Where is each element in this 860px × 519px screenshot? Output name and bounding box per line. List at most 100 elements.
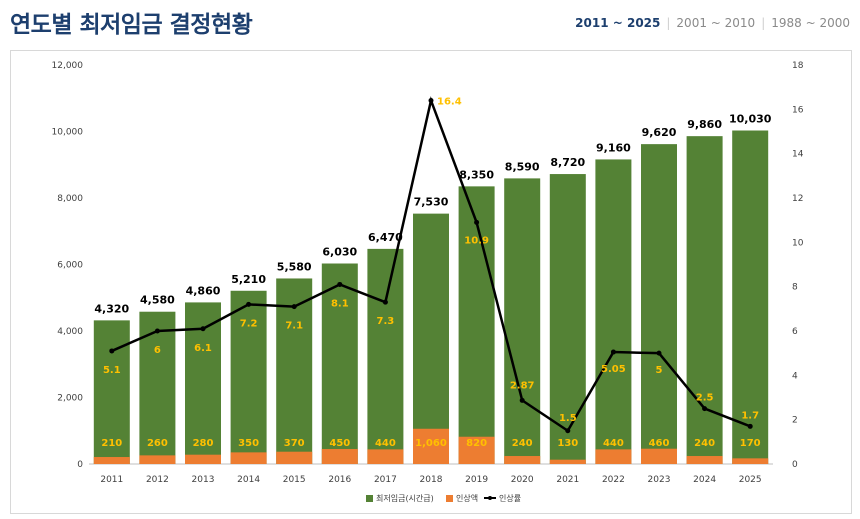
- increase-bar: [93, 457, 130, 464]
- increase-data-label: 240: [694, 438, 715, 449]
- y-left-tick-label: 8,000: [57, 194, 83, 204]
- wage-data-label: 4,860: [186, 284, 221, 297]
- increase-bar: [595, 449, 632, 464]
- x-tick-label: 2014: [237, 475, 260, 485]
- increase-bar: [549, 459, 586, 464]
- rate-point: [109, 348, 115, 354]
- wage-data-label: 7,530: [414, 196, 449, 209]
- wage-data-label: 6,470: [368, 231, 403, 244]
- rate-data-label: 6.1: [194, 343, 212, 354]
- increase-bar: [686, 456, 723, 464]
- rate-point: [702, 406, 708, 412]
- increase-data-label: 460: [649, 438, 670, 449]
- increase-bar: [413, 428, 449, 464]
- wage-bar: [549, 174, 586, 464]
- min-wage-chart: 0 2,000 4,000 6,000 8,000 10,000 12,000 0 2 4 6 8 10…: [52, 61, 804, 503]
- increase-data-label: 820: [466, 438, 487, 449]
- increase-data-label: 240: [512, 438, 533, 449]
- wage-data-label: 5,210: [231, 273, 266, 286]
- increase-data-label: 440: [375, 438, 396, 449]
- rate-data-label: 5.05: [601, 364, 626, 375]
- y-right-tick-label: 6: [792, 327, 798, 337]
- rate-point: [565, 428, 571, 434]
- tab-2001-2010[interactable]: 2001 ~ 2010: [676, 16, 756, 30]
- rate-point: [154, 328, 160, 334]
- increase-bar: [139, 455, 176, 464]
- y-right-tick-label: 2: [792, 416, 798, 426]
- increase-bar: [504, 456, 541, 464]
- rate-data-label: 5: [656, 365, 663, 376]
- legend-swatch-increase: [446, 495, 453, 502]
- y-right-tick-label: 10: [792, 238, 804, 248]
- y-right-tick-label: 14: [792, 150, 804, 160]
- rate-point: [428, 97, 434, 103]
- increase-data-label: 260: [147, 438, 168, 449]
- rate-point: [519, 397, 525, 403]
- increase-data-label: 450: [329, 438, 350, 449]
- legend-swatch-rate-point: [488, 496, 492, 500]
- y-right-tick-label: 0: [792, 460, 798, 470]
- x-tick-label: 2022: [602, 475, 625, 485]
- rate-data-label: 1.7: [741, 410, 759, 421]
- wage-bar: [504, 178, 541, 464]
- increase-data-label: 440: [603, 438, 624, 449]
- wage-bar: [595, 159, 632, 464]
- x-tick-label: 2018: [420, 475, 443, 485]
- increase-bar: [732, 458, 769, 464]
- y-right-tick-label: 12: [792, 194, 803, 204]
- wage-data-label: 8,350: [459, 168, 494, 181]
- wage-data-label: 9,620: [642, 126, 677, 139]
- rate-data-label: 8.1: [331, 298, 349, 309]
- increase-data-label: 1,060: [415, 438, 447, 449]
- wage-data-label: 4,580: [140, 294, 175, 307]
- increase-data-label: 170: [740, 438, 761, 449]
- x-tick-label: 2015: [283, 475, 306, 485]
- tab-separator: |: [666, 16, 671, 30]
- y-right-tick-label: 16: [792, 105, 804, 115]
- wage-bar: [732, 130, 769, 464]
- tab-1988-2000[interactable]: 1988 ~ 2000: [771, 16, 850, 30]
- x-tick-label: 2025: [739, 475, 762, 485]
- rate-point: [337, 281, 343, 287]
- wage-data-label: 9,160: [596, 141, 631, 154]
- rate-point: [474, 219, 480, 225]
- wage-data-label: 9,860: [687, 118, 722, 131]
- increase-bar: [321, 449, 358, 464]
- period-tabs: 2011 ~ 2025 | 2001 ~ 2010 | 1988 ~ 2000: [575, 16, 850, 30]
- increase-bar: [367, 449, 404, 464]
- wage-bar: [93, 320, 130, 464]
- rate-data-label: 16.4: [437, 96, 462, 107]
- wage-data-label: 6,030: [322, 246, 357, 259]
- x-tick-label: 2013: [192, 475, 215, 485]
- tab-separator: |: [761, 16, 766, 30]
- rate-data-label: 2.87: [510, 380, 535, 391]
- rate-point: [656, 350, 662, 356]
- wage-bar: [641, 144, 677, 464]
- legend-label-increase: 인상액: [456, 493, 478, 503]
- wage-bar: [276, 278, 313, 464]
- y-right-tick-label: 4: [792, 371, 798, 381]
- rate-data-label: 10.9: [464, 235, 489, 246]
- increase-data-label: 210: [101, 438, 122, 449]
- x-tick-label: 2023: [648, 475, 671, 485]
- x-tick-label: 2012: [146, 475, 169, 485]
- wage-bar: [230, 290, 267, 464]
- x-tick-label: 2016: [328, 475, 351, 485]
- increase-bar: [230, 452, 267, 464]
- rate-point: [291, 304, 297, 310]
- wage-data-label: 10,030: [729, 113, 772, 126]
- wage-data-label: 8,590: [505, 160, 540, 173]
- wage-bar: [458, 186, 495, 465]
- increase-bar: [458, 436, 495, 464]
- chart-frame: 0 2,000 4,000 6,000 8,000 10,000 12,000 0 2 4 6 8 10…: [10, 50, 852, 514]
- y-left-tick-label: 12,000: [52, 61, 84, 71]
- rate-data-label: 7.2: [240, 318, 258, 329]
- y-left-tick-label: 0: [77, 460, 83, 470]
- wage-bar: [321, 263, 358, 464]
- y-left-tick-label: 10,000: [52, 128, 84, 138]
- increase-data-label: 350: [238, 438, 259, 449]
- wage-bar: [367, 248, 404, 464]
- rate-data-label: 7.1: [285, 321, 303, 332]
- rate-data-label: 1.5: [559, 413, 577, 424]
- tab-2011-2025[interactable]: 2011 ~ 2025: [575, 16, 661, 30]
